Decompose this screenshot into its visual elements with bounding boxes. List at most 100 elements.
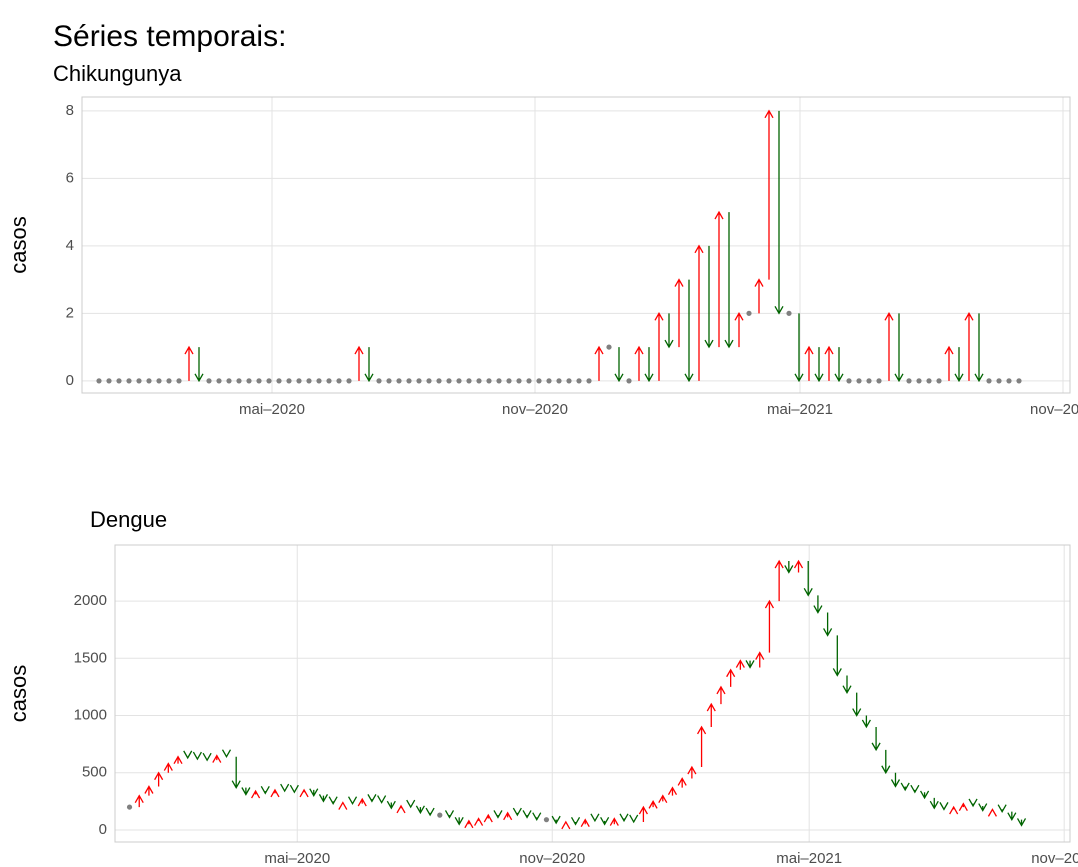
no-change-point [506, 378, 512, 384]
increase-arrow [144, 785, 154, 796]
decrease-arrow [832, 635, 842, 677]
no-change-point [106, 378, 112, 384]
y-tick-label: 0 [66, 372, 74, 389]
decrease-arrow [194, 347, 204, 383]
no-change-point [96, 378, 102, 384]
increase-arrow [396, 804, 406, 814]
increase-arrow [964, 312, 974, 381]
x-tick-label: mai–2020 [239, 401, 305, 418]
no-change-point [846, 378, 852, 384]
no-change-point [296, 378, 302, 384]
decrease-arrow [183, 750, 193, 760]
decrease-arrow [813, 595, 823, 614]
no-change-point [456, 378, 462, 384]
increase-arrow [716, 685, 726, 705]
decrease-arrow [367, 794, 377, 803]
panel-title: Chikungunya [53, 61, 182, 86]
no-change-point [226, 378, 232, 384]
increase-arrow [609, 817, 619, 826]
no-change-point [166, 378, 172, 384]
decrease-arrow [894, 313, 904, 383]
increase-arrow [804, 345, 814, 381]
decrease-arrow [192, 751, 202, 761]
no-change-point [516, 378, 522, 384]
panel-title: Dengue [90, 507, 167, 532]
decrease-arrow [814, 347, 824, 383]
x-tick-label: nov–2020 [519, 850, 585, 867]
increase-arrow [561, 820, 571, 830]
decrease-arrow [328, 796, 338, 805]
decrease-arrow [619, 813, 629, 823]
increase-arrow [697, 725, 707, 768]
no-change-point [536, 378, 542, 384]
increase-arrow [734, 312, 744, 348]
increase-arrow [503, 811, 513, 821]
no-change-point [406, 378, 412, 384]
decrease-arrow [280, 783, 290, 793]
decrease-arrow [444, 810, 455, 819]
decrease-arrow [774, 110, 784, 315]
no-change-point [446, 378, 452, 384]
x-tick-label: mai–2021 [767, 401, 833, 418]
decrease-arrow [929, 797, 939, 810]
y-tick-label: 4 [66, 237, 74, 254]
decrease-arrow [900, 782, 910, 792]
no-change-point [286, 378, 292, 384]
decrease-arrow [231, 756, 241, 789]
decrease-arrow [202, 752, 212, 762]
decrease-arrow [260, 786, 270, 795]
x-tick-label: mai–2021 [776, 850, 842, 867]
no-change-point [1006, 378, 1012, 384]
no-change-point [466, 378, 472, 384]
y-tick-label: 8 [66, 102, 74, 119]
decrease-arrow [997, 804, 1007, 813]
y-tick-label: 1000 [74, 707, 107, 724]
y-axis-label: casos [6, 665, 31, 722]
decrease-arrow [406, 799, 416, 809]
increase-arrow [755, 651, 765, 668]
decrease-arrow [532, 812, 542, 821]
increase-arrow [483, 813, 493, 823]
decrease-arrow [794, 313, 804, 383]
decrease-arrow [920, 790, 930, 800]
no-change-point [566, 378, 572, 384]
increase-arrow [677, 777, 687, 788]
decrease-arrow [644, 347, 654, 383]
no-change-point [543, 817, 550, 823]
decrease-arrow [1016, 818, 1027, 827]
decrease-arrow [454, 816, 464, 826]
increase-arrow [674, 278, 684, 348]
y-tick-label: 2000 [74, 592, 107, 609]
chart-title: Séries temporais: [53, 20, 286, 53]
decrease-arrow [745, 660, 755, 669]
increase-arrow [638, 805, 648, 822]
increase-arrow [634, 345, 644, 381]
no-change-point [216, 378, 222, 384]
no-change-point [306, 378, 312, 384]
increase-arrow [944, 345, 954, 381]
increase-arrow [754, 278, 764, 314]
decrease-arrow [551, 815, 561, 825]
decrease-arrow [309, 788, 319, 797]
increase-arrow [251, 789, 261, 799]
no-change-point [176, 378, 182, 384]
no-change-point [576, 378, 582, 384]
increase-arrow [824, 345, 834, 381]
increase-arrow [726, 668, 736, 687]
decrease-arrow [871, 726, 881, 752]
decrease-arrow [664, 313, 674, 349]
decrease-arrow [415, 805, 425, 815]
x-tick-label: nov–2021 [1030, 401, 1078, 418]
no-change-point [346, 378, 352, 384]
decrease-arrow [512, 807, 522, 817]
no-change-point [266, 378, 272, 384]
no-change-point [276, 378, 282, 384]
plot-panel [114, 544, 1071, 843]
no-change-point [246, 378, 252, 384]
increase-arrow [958, 802, 968, 811]
increase-arrow [212, 754, 222, 763]
decrease-arrow [910, 784, 920, 794]
decrease-arrow [939, 802, 949, 811]
decrease-arrow [318, 794, 329, 803]
